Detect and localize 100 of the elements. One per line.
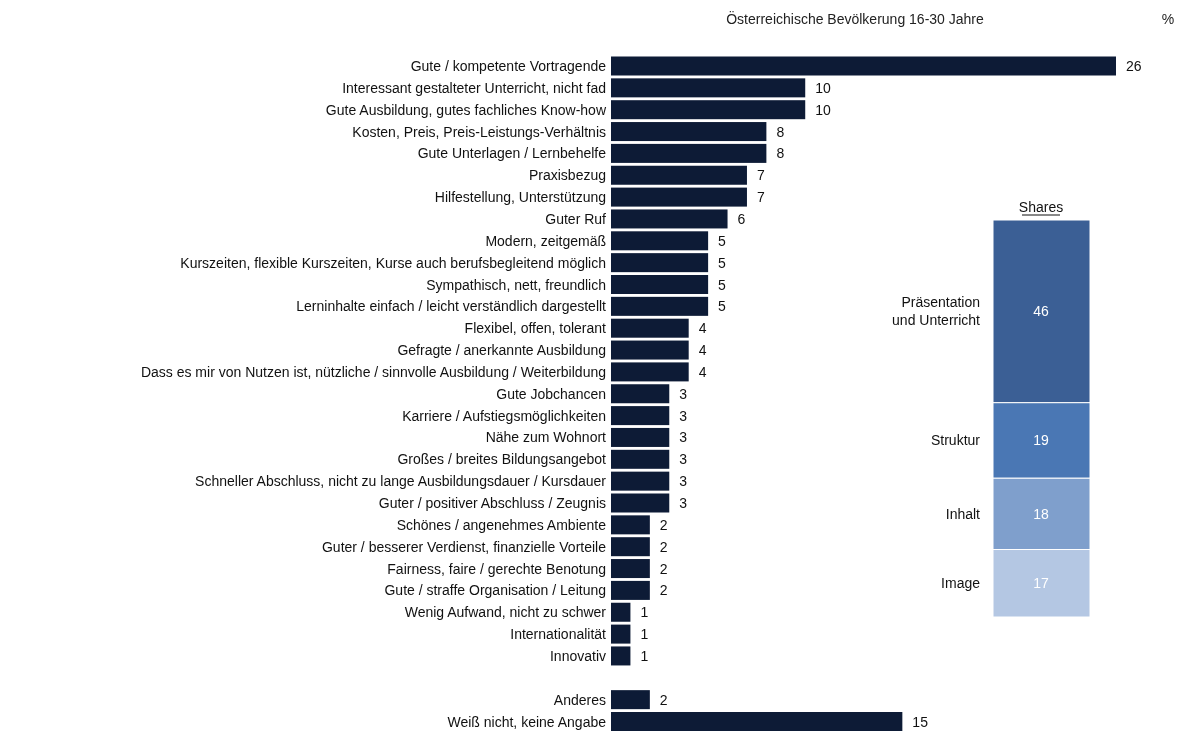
data-label: 3 [679,451,688,468]
chart-title: Österreichische Bevölkerung 16-30 Jahre [726,10,984,27]
data-label: 4 [698,320,707,337]
bar [611,559,650,579]
bar [611,449,670,469]
bar [611,690,650,710]
y-tick-label: Wenig Aufwand, nicht zu schwer [404,604,607,621]
data-label: 1 [640,626,649,643]
data-label: 19 [1033,432,1049,449]
data-label: 5 [718,232,727,249]
data-label: 10 [815,101,832,118]
bar [611,253,709,273]
data-label: 2 [659,582,668,599]
y-tick-label: Fairness, faire / gerechte Benotung [387,560,606,577]
y-tick-label: Interessant gestalteter Unterricht, nicht fad [342,79,606,96]
y-tick-label: Hilfestellung, Unterstützung [434,189,606,206]
bar [611,646,631,666]
y-tick-label: Praxisbezug [528,167,606,184]
bar [611,187,747,207]
y-tick-label: Gute Jobchancen [496,385,606,402]
bar [611,209,728,229]
data-label: 2 [659,516,668,533]
bar [611,318,689,338]
data-label: 1 [640,647,649,664]
data-label: 3 [679,429,688,446]
bar [611,362,689,382]
data-label: 7 [756,167,765,184]
y-tick-label: Modern, zeitgemäß [485,232,606,249]
y-tick-label: Dass es mir von Nutzen ist, nützliche / sinnvolle Ausbildung / Weiterbildung [140,363,606,380]
y-tick-label: Kurszeiten, flexible Kurszeiten, Kurse auch berufsbegleitend möglich [180,254,606,271]
data-label: 18 [1033,505,1049,522]
y-tick-label: Nähe zum Wohnort [485,429,607,446]
bar [611,78,806,98]
bar [611,427,670,447]
data-label: 4 [698,363,707,380]
bar [611,537,650,557]
y-tick-label: Innovativ [549,647,606,664]
bar [611,100,806,120]
y-tick-label: Schönes / angenehmes Ambiente [396,516,607,533]
chart-title: Shares [1018,199,1064,215]
bar [611,275,709,294]
data-label: 2 [659,691,668,708]
bar [611,493,670,513]
series-label: Inhalt [945,505,981,522]
bar [611,165,747,185]
data-label: 2 [659,560,668,577]
y-tick-label: Guter / besserer Verdienst, finanzielle Vorteile [321,538,607,555]
bar [611,56,1116,76]
y-tick-label: Karriere / Aufstiegsmöglichkeiten [402,407,606,424]
bar [611,231,709,251]
bar [611,296,709,316]
data-label: 46 [1033,303,1049,320]
data-label: 3 [679,495,688,511]
bar [611,384,670,404]
y-tick-label: Gefragte / anerkannte Ausbildung [397,342,606,359]
y-tick-label: Schneller Abschluss, nicht zu lange Ausbildungsdauer / Kursdauer [195,473,607,490]
data-label: 15 [912,713,929,730]
data-label: 3 [679,407,688,424]
bar [611,143,767,163]
series-label: Struktur [930,432,981,449]
bar [611,122,767,142]
data-label: 2 [659,538,668,555]
series-label: Image [941,575,981,592]
data-label: 5 [718,254,727,271]
bar [611,515,650,535]
series-label: Präsentation und Unterricht [892,294,981,329]
y-tick-label: Kosten, Preis, Preis-Leistungs-Verhältnis [352,123,606,140]
bar [611,340,689,360]
y-tick-label: Weiß nicht, keine Angabe [447,713,607,730]
y-tick-label: Gute Unterlagen / Lernbehelfe [417,145,607,162]
bar [611,471,670,491]
y-tick-label: Großes / breites Bildungsangebot [397,451,607,468]
y-tick-label: Gute / straffe Organisation / Leitung [384,582,606,599]
data-label: 26 [1126,58,1142,74]
y-tick-label: Internationalität [510,626,607,643]
data-label: 7 [756,189,765,206]
data-label: 3 [679,385,688,402]
data-label: 17 [1033,575,1049,592]
y-tick-label: Guter / positiver Abschluss / Zeugnis [378,495,606,511]
data-label: 3 [679,473,688,490]
y-tick-label: Gute / kompetente Vortragende [410,58,607,74]
y-tick-label: Lerninhalte einfach / leicht verständlich dargestellt [296,298,607,315]
data-label: 5 [718,298,727,315]
data-label: 5 [718,276,727,293]
data-label: 4 [698,342,707,359]
data-label: 10 [815,79,832,96]
y-tick-label: Flexibel, offen, tolerant [464,320,607,337]
data-label: 6 [737,210,746,227]
bar [611,712,903,731]
y-tick-label: Anderes [553,691,606,708]
y-tick-label: Sympathisch, nett, freundlich [426,276,606,293]
bar [611,580,650,600]
y-tick-label: Guter Ruf [545,210,607,227]
bar [611,602,631,622]
data-label: 8 [776,123,785,140]
x-axis-title: % [1161,11,1175,27]
data-label: 1 [640,604,649,621]
y-tick-label: Gute Ausbildung, gutes fachliches Know-how [325,101,607,118]
data-label: 8 [776,145,785,162]
bar [611,406,670,426]
